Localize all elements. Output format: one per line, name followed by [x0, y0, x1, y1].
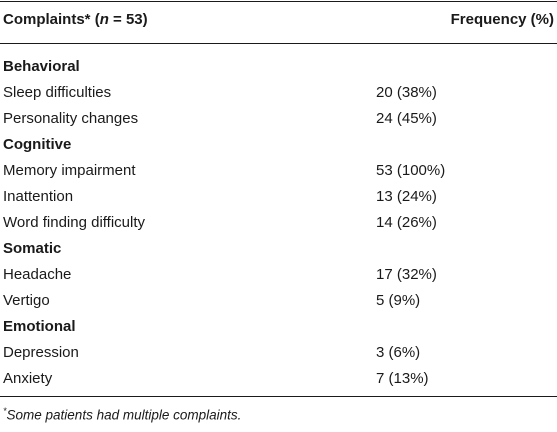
header-rule [0, 43, 557, 44]
table-footnote: *Some patients had multiple complaints. [3, 406, 242, 423]
frequency-value: 7 (13%) [376, 370, 429, 387]
table-row: Inattention 13 (24%) [0, 184, 557, 210]
table-row: Personality changes 24 (45%) [0, 106, 557, 132]
complaint-label: Inattention [3, 188, 74, 205]
table-row: Headache 17 (32%) [0, 262, 557, 288]
frequency-column-header: Frequency (%) [450, 11, 554, 28]
section-title: Behavioral [3, 58, 80, 75]
section-cognitive: Cognitive [0, 132, 557, 158]
section-title: Cognitive [3, 136, 72, 153]
section-title: Emotional [3, 318, 76, 335]
frequency-value: 14 (26%) [376, 214, 437, 231]
table-header-row: Complaints* (n = 53) Frequency (%) [0, 7, 557, 33]
complaint-label: Anxiety [3, 370, 53, 387]
frequency-value: 53 (100%) [376, 162, 446, 179]
complaint-label: Headache [3, 266, 72, 283]
table-row: Word finding difficulty 14 (26%) [0, 210, 557, 236]
table-row: Anxiety 7 (13%) [0, 366, 557, 392]
frequency-value: 17 (32%) [376, 266, 437, 283]
complaint-label: Depression [3, 344, 79, 361]
section-somatic: Somatic [0, 236, 557, 262]
complaint-label: Personality changes [3, 110, 139, 127]
complaint-label: Memory impairment [3, 162, 136, 179]
frequency-value: 3 (6%) [376, 344, 421, 361]
frequency-value: 24 (45%) [376, 110, 437, 127]
table-row: Depression 3 (6%) [0, 340, 557, 366]
section-emotional: Emotional [0, 314, 557, 340]
complaint-label: Sleep difficulties [3, 84, 112, 101]
table-row: Memory impairment 53 (100%) [0, 158, 557, 184]
complaints-column-header: Complaints* (n = 53) [3, 11, 148, 28]
table-row: Vertigo 5 (9%) [0, 288, 557, 314]
complaint-label: Vertigo [3, 292, 50, 309]
top-rule [0, 1, 557, 2]
frequency-value: 5 (9%) [376, 292, 421, 309]
table-row: Sleep difficulties 20 (38%) [0, 80, 557, 106]
bottom-rule [0, 396, 557, 397]
section-behavioral: Behavioral [0, 54, 557, 80]
section-title: Somatic [3, 240, 62, 257]
frequency-value: 20 (38%) [376, 84, 437, 101]
frequency-value: 13 (24%) [376, 188, 437, 205]
complaint-label: Word finding difficulty [3, 214, 146, 231]
